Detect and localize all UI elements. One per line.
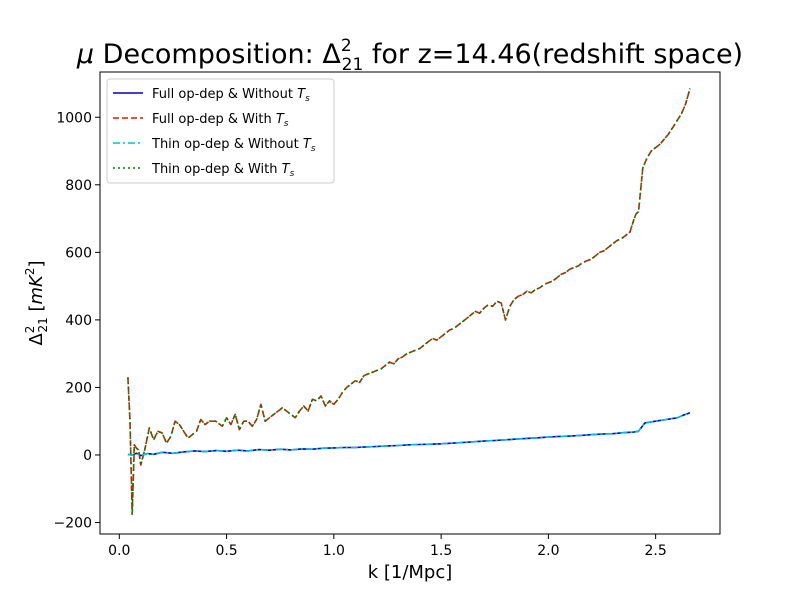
legend-items: Full op-dep & Without Ts Full op-dep & Wi…	[113, 87, 316, 179]
ylabel-close: ]	[26, 260, 47, 267]
y-tick-label: 800	[65, 178, 92, 194]
y-axis-label: Δ221 [mK2]	[23, 260, 50, 345]
x-tick-label: 2.0	[537, 543, 559, 559]
ylabel-sup: 2	[23, 326, 37, 334]
x-axis-label: k [1/Mpc]	[368, 562, 453, 583]
ylabel-open: [	[26, 305, 47, 318]
ylabel-delta: Δ	[26, 333, 47, 346]
x-tick-label: 1.0	[323, 543, 345, 559]
legend-label-2: Full op-dep & With Ts	[152, 112, 289, 129]
legend-label-3: Thin op-dep & Without Ts	[151, 137, 316, 154]
legend-frame	[106, 78, 335, 184]
y-tick-label: −200	[54, 516, 92, 532]
title-sub: 21	[342, 55, 364, 75]
ylabel-sub: 21	[36, 317, 50, 332]
ylabel-m: m	[26, 287, 47, 305]
y-tick-label: 0	[83, 448, 92, 464]
series-line-4	[127, 88, 691, 515]
x-tick-label: 0.0	[108, 543, 130, 559]
series-layer	[127, 88, 691, 515]
title-text-1: Decomposition: Δ	[94, 39, 341, 70]
x-axis: 0.0 0.5 1.0 1.5 2.0 2.5	[108, 534, 667, 559]
y-tick-label: 200	[65, 380, 92, 396]
title-sup: 2	[341, 36, 352, 56]
x-tick-label: 1.5	[430, 543, 452, 559]
plot-frame	[99, 71, 721, 535]
series-line-2	[127, 88, 691, 515]
ylabel-sup2: 2	[23, 268, 37, 276]
x-tick-label: 0.5	[215, 543, 237, 559]
legend-label-1: Full op-dep & Without Ts	[152, 87, 310, 104]
chart-title: μ Decomposition: Δ2 21 for z=14.46(redshi…	[76, 36, 743, 75]
title-mu: μ	[76, 39, 94, 70]
legend-label-4: Thin op-dep & With Ts	[151, 162, 295, 179]
legend: Full op-dep & Without Ts Full op-dep & Wi…	[106, 78, 335, 184]
y-tick-label: 600	[65, 245, 92, 261]
y-tick-label: 1000	[56, 110, 92, 126]
series-line-3	[127, 412, 691, 457]
x-tick-label: 2.5	[645, 543, 667, 559]
title-text-2: for z=14.46(redshift space)	[363, 39, 743, 70]
y-tick-label: 400	[65, 313, 92, 329]
ylabel-K: K	[26, 274, 47, 287]
y-axis: −200 0 200 400 600 800 1000	[54, 110, 100, 532]
